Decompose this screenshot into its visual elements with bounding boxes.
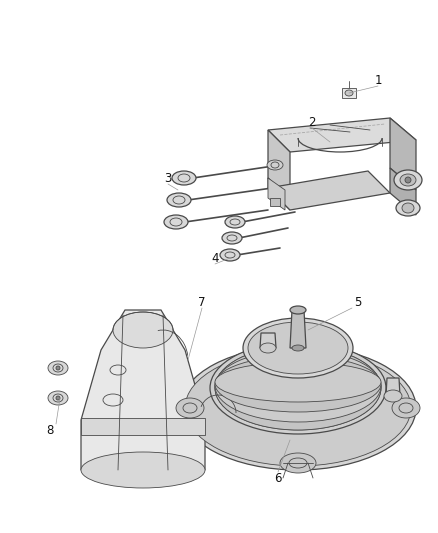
Ellipse shape <box>215 346 381 430</box>
Polygon shape <box>81 310 205 470</box>
Polygon shape <box>386 378 400 396</box>
Ellipse shape <box>113 312 173 348</box>
Text: 4: 4 <box>211 252 219 264</box>
Ellipse shape <box>280 453 316 473</box>
Polygon shape <box>260 333 276 348</box>
Polygon shape <box>268 130 290 200</box>
Ellipse shape <box>164 215 188 229</box>
Ellipse shape <box>220 249 240 261</box>
Text: 5: 5 <box>354 295 362 309</box>
Polygon shape <box>390 168 416 215</box>
Ellipse shape <box>394 170 422 190</box>
Ellipse shape <box>345 90 353 96</box>
Polygon shape <box>81 418 205 435</box>
Polygon shape <box>268 178 285 210</box>
Ellipse shape <box>215 350 381 422</box>
Ellipse shape <box>56 366 60 370</box>
Polygon shape <box>268 171 390 210</box>
Ellipse shape <box>292 345 304 351</box>
Text: 3: 3 <box>164 172 172 184</box>
Ellipse shape <box>222 232 242 244</box>
Ellipse shape <box>48 391 68 405</box>
Ellipse shape <box>225 216 245 228</box>
Ellipse shape <box>56 396 60 400</box>
Polygon shape <box>268 118 416 152</box>
Ellipse shape <box>400 174 416 186</box>
Ellipse shape <box>180 346 416 470</box>
Ellipse shape <box>392 398 420 418</box>
Polygon shape <box>390 118 416 190</box>
Ellipse shape <box>215 356 381 412</box>
Ellipse shape <box>167 193 191 207</box>
Ellipse shape <box>176 398 204 418</box>
Ellipse shape <box>215 362 381 402</box>
Ellipse shape <box>172 171 196 185</box>
Ellipse shape <box>267 160 283 170</box>
Ellipse shape <box>48 361 68 375</box>
Ellipse shape <box>260 343 276 353</box>
Polygon shape <box>270 198 280 206</box>
Text: 6: 6 <box>274 472 282 484</box>
Ellipse shape <box>396 200 420 216</box>
Text: 2: 2 <box>308 116 316 128</box>
Ellipse shape <box>290 306 306 314</box>
Ellipse shape <box>215 346 381 430</box>
Polygon shape <box>342 88 356 98</box>
Ellipse shape <box>185 350 411 466</box>
Ellipse shape <box>210 342 386 434</box>
Polygon shape <box>268 178 290 210</box>
Polygon shape <box>290 310 306 348</box>
Ellipse shape <box>248 322 348 374</box>
Ellipse shape <box>243 318 353 378</box>
Ellipse shape <box>81 452 205 488</box>
Text: 7: 7 <box>198 295 206 309</box>
Text: 1: 1 <box>374 74 382 86</box>
Ellipse shape <box>384 390 402 402</box>
Ellipse shape <box>402 203 414 213</box>
Text: 8: 8 <box>46 424 54 437</box>
Ellipse shape <box>405 177 411 183</box>
